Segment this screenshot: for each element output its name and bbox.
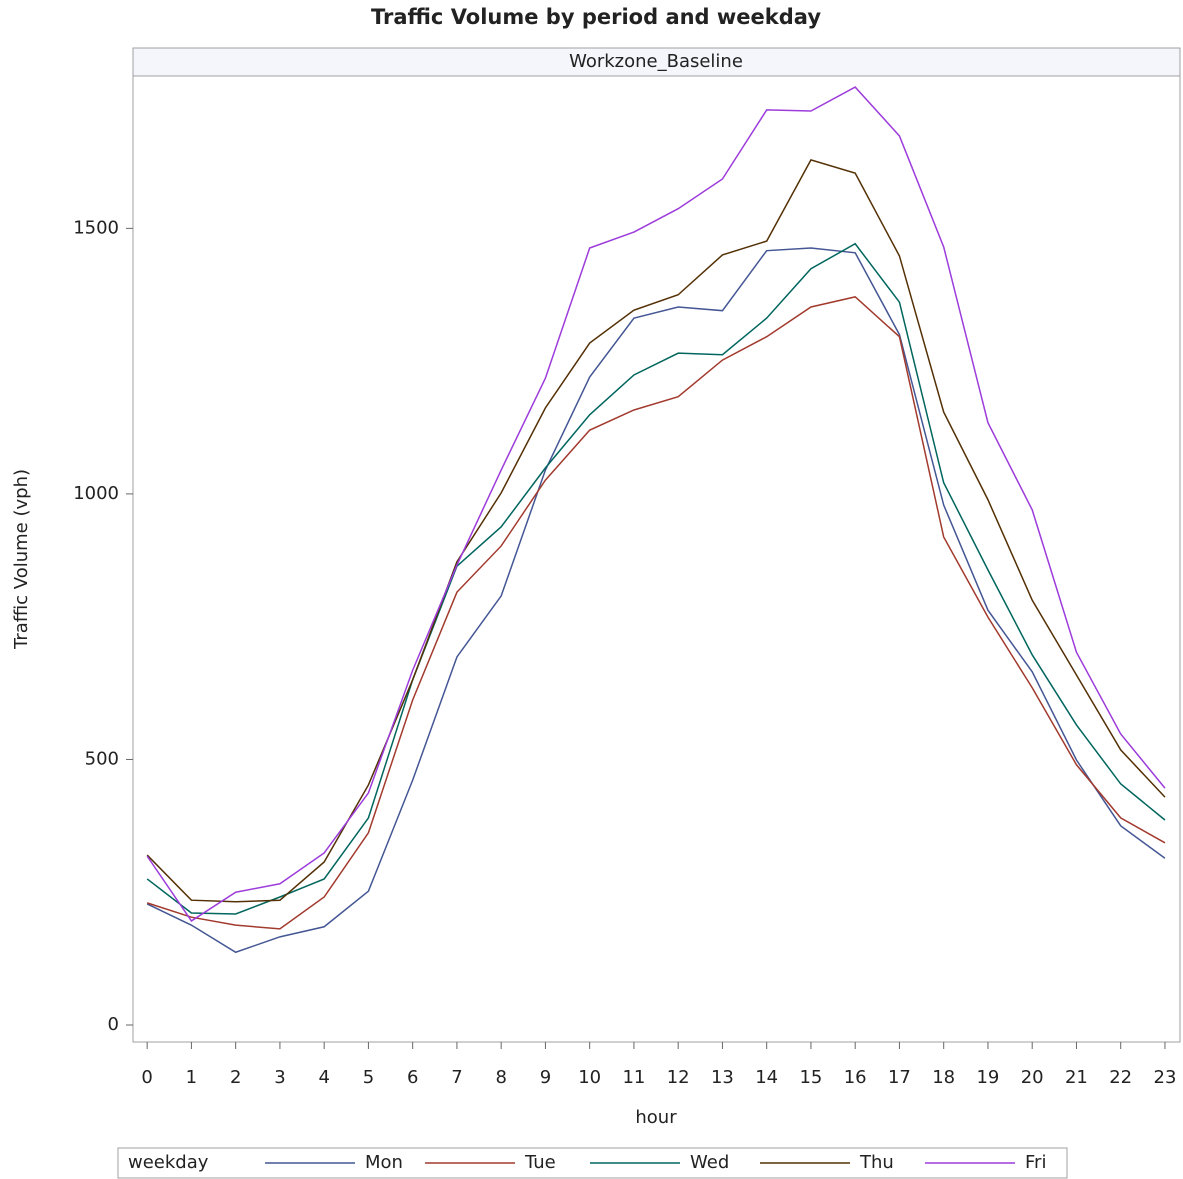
x-tick-label: 16: [844, 1067, 867, 1088]
x-tick-label: 1: [186, 1067, 197, 1088]
series-line: [146, 247, 1166, 954]
x-tick-label: 22: [1109, 1067, 1132, 1088]
x-tick-label: 3: [274, 1067, 285, 1088]
x-tick-label: 19: [976, 1067, 999, 1088]
y-tick-label: 0: [108, 1014, 119, 1035]
x-tick-label: 2: [230, 1067, 241, 1088]
x-tick-label: 7: [451, 1067, 462, 1088]
plot-frame: [132, 75, 1181, 1043]
x-tick-label: 5: [363, 1067, 374, 1088]
legend-frame: [117, 1147, 1068, 1179]
legend-label: Wed: [690, 1152, 729, 1173]
y-tick-label: 500: [85, 748, 119, 769]
series-line: [146, 296, 1166, 930]
x-tick-label: 18: [932, 1067, 955, 1088]
x-tick-label: 0: [141, 1067, 152, 1088]
x-axis-label: hour: [635, 1107, 677, 1128]
legend-label: Mon: [365, 1152, 403, 1173]
x-tick-label: 9: [540, 1067, 551, 1088]
series-line: [146, 86, 1166, 922]
panel-label: Workzone_Baseline: [569, 51, 743, 72]
legend-label: Fri: [1025, 1152, 1046, 1173]
chart-title: Traffic Volume by period and weekday: [371, 5, 821, 29]
x-tick-label: 8: [495, 1067, 506, 1088]
x-tick-label: 21: [1065, 1067, 1088, 1088]
legend-label: Thu: [859, 1152, 894, 1173]
x-tick-label: 13: [711, 1067, 734, 1088]
y-tick-label: 1500: [73, 217, 119, 238]
legend-title: weekday: [128, 1152, 209, 1173]
x-tick-label: 15: [799, 1067, 822, 1088]
x-tick-label: 14: [755, 1067, 778, 1088]
x-tick-label: 6: [407, 1067, 418, 1088]
series-line: [146, 158, 1166, 903]
x-tick-label: 12: [667, 1067, 690, 1088]
panel-header: [132, 47, 1181, 77]
legend-label: Tue: [524, 1152, 556, 1173]
x-tick-label: 11: [622, 1067, 645, 1088]
x-tick-label: 17: [888, 1067, 911, 1088]
x-tick-label: 23: [1154, 1067, 1177, 1088]
x-tick-label: 20: [1021, 1067, 1044, 1088]
y-axis-label: Traffic Volume (vph): [11, 469, 32, 650]
x-tick-label: 10: [578, 1067, 601, 1088]
y-tick-label: 1000: [73, 483, 119, 504]
x-tick-label: 4: [318, 1067, 329, 1088]
series-line: [146, 242, 1166, 915]
